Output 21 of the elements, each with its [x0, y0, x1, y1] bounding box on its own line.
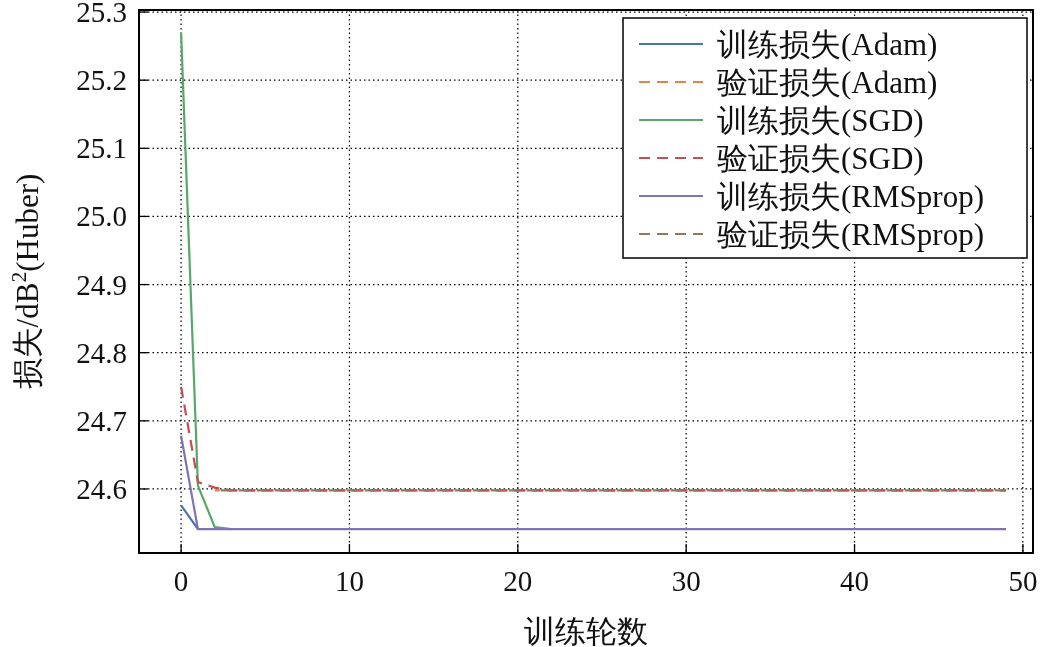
y-tick-label: 25.1	[76, 132, 127, 165]
x-tick-label: 50	[1008, 565, 1038, 597]
legend-label: 验证损失(SGD)	[717, 141, 924, 176]
x-tick-label: 20	[503, 565, 533, 597]
legend-label: 验证损失(RMSprop)	[717, 217, 984, 252]
y-tick-label: 24.6	[76, 472, 127, 505]
y-tick-label: 24.8	[76, 336, 127, 369]
y-tick-label: 25.0	[76, 200, 127, 233]
legend-label: 训练损失(Adam)	[717, 27, 938, 62]
y-tick-label: 24.7	[76, 404, 127, 437]
x-tick-label: 0	[173, 565, 189, 597]
x-tick-label: 40	[840, 565, 870, 597]
x-tick-label: 30	[671, 565, 701, 597]
legend-label: 验证损失(Adam)	[717, 65, 938, 100]
y-tick-label: 25.3	[76, 0, 127, 29]
y-tick-label: 24.9	[76, 268, 127, 301]
x-tick-label: 10	[334, 565, 364, 597]
legend-label: 训练损失(RMSprop)	[717, 179, 984, 214]
legend-label: 训练损失(SGD)	[717, 103, 924, 138]
x-axis-title: 训练轮数	[524, 614, 648, 647]
y-tick-label: 25.2	[76, 64, 127, 97]
